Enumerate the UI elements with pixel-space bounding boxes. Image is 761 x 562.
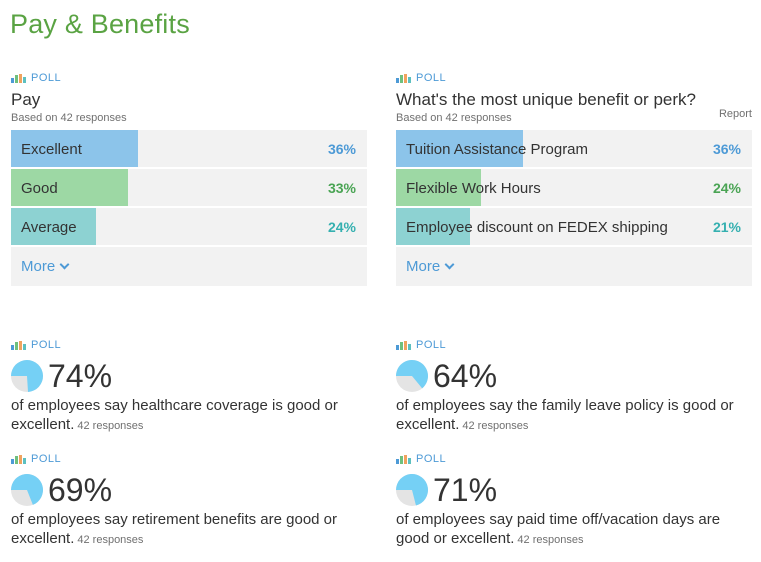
poll-option-excellent[interactable]: Excellent 36%	[11, 130, 367, 169]
poll-option-percent: 36%	[712, 141, 741, 157]
pie-slice	[11, 360, 43, 392]
stat-family-leave: POLL 64% of employees say the family lea…	[396, 339, 746, 436]
stat-percent: 64%	[433, 358, 498, 394]
pie-chart-icon	[11, 360, 43, 392]
poll-tag-label: POLL	[416, 453, 447, 465]
poll-tag: POLL	[11, 339, 361, 351]
stat-percent: 74%	[48, 358, 113, 394]
page-title: Pay & Benefits	[10, 9, 190, 39]
poll-tag: POLL	[396, 453, 746, 465]
poll-response-count: Based on 42 responses	[396, 112, 512, 124]
poll-option-good[interactable]: Good 33%	[11, 169, 367, 208]
poll-option-average[interactable]: Average 24%	[11, 208, 367, 247]
poll-option-label: Tuition Assistance Program	[406, 141, 589, 158]
poll-option-percent: 36%	[327, 141, 356, 157]
pie-chart-icon	[11, 474, 43, 506]
pie-slice	[396, 474, 428, 506]
poll-option-label: Average	[21, 219, 77, 236]
poll-options: Excellent 36% Good 33% Average 24% More	[11, 130, 367, 286]
pie-chart-icon	[396, 474, 428, 506]
poll-option-label: Good	[21, 180, 58, 197]
poll-option-percent: 24%	[327, 219, 356, 235]
poll-option-flexible-hours[interactable]: Flexible Work Hours 24%	[396, 169, 752, 208]
poll-option-bar	[11, 169, 128, 206]
poll-tag-label: POLL	[31, 339, 62, 351]
more-button[interactable]: More	[396, 247, 752, 286]
poll-option-bar	[396, 130, 523, 167]
stat-percent: 69%	[48, 472, 113, 508]
poll-tag-label: POLL	[416, 72, 447, 84]
pie-chart-icon	[396, 360, 428, 392]
poll-tag: POLL	[396, 72, 752, 84]
stat-percent: 71%	[433, 472, 498, 508]
pie-slice	[396, 360, 428, 389]
stat-response-count: 42 responses	[77, 420, 144, 432]
poll-options: Tuition Assistance Program 36% Flexible …	[396, 130, 752, 286]
chevron-down-icon	[59, 259, 70, 269]
bar-chart-icon	[396, 454, 412, 464]
poll-option-label: Employee discount on FEDEX shipping	[406, 219, 668, 236]
stat-description: of employees say paid time off/vacation …	[396, 511, 721, 547]
stat-description: of employees say the family leave policy…	[396, 397, 734, 433]
stat-description: of employees say healthcare coverage is …	[11, 397, 338, 433]
poll-tag-label: POLL	[31, 72, 62, 84]
bar-chart-icon	[396, 73, 412, 83]
poll-option-percent: 24%	[712, 180, 741, 196]
bar-chart-icon	[396, 340, 412, 350]
poll-tag-label: POLL	[31, 453, 62, 465]
stat-retirement: POLL 69% of employees say retirement ben…	[11, 453, 361, 550]
poll-option-percent: 33%	[327, 180, 356, 196]
poll-option-tuition[interactable]: Tuition Assistance Program 36%	[396, 130, 752, 169]
bar-chart-icon	[11, 340, 27, 350]
poll-option-bar	[11, 208, 96, 245]
more-button[interactable]: More	[11, 247, 367, 286]
poll-option-percent: 21%	[712, 219, 741, 235]
stat-paid-time-off: POLL 71% of employees say paid time off/…	[396, 453, 746, 550]
stat-healthcare: POLL 74% of employees say healthcare cov…	[11, 339, 361, 436]
poll-tag: POLL	[396, 339, 746, 351]
poll-pay: POLL Pay Based on 42 responses Excellent…	[11, 72, 367, 286]
poll-option-label: Excellent	[21, 141, 82, 158]
more-label: More	[406, 258, 441, 275]
poll-tag-label: POLL	[416, 339, 447, 351]
poll-option-fedex-discount[interactable]: Employee discount on FEDEX shipping 21%	[396, 208, 752, 247]
poll-option-bar	[11, 130, 138, 167]
bar-chart-icon	[11, 73, 27, 83]
bar-chart-icon	[11, 454, 27, 464]
poll-option-bar	[396, 169, 481, 206]
pie-slice	[11, 474, 43, 505]
report-link[interactable]: Report	[718, 108, 752, 120]
poll-response-count: Based on 42 responses	[11, 112, 127, 124]
stat-description: of employees say retirement benefits are…	[11, 511, 338, 547]
chevron-down-icon	[444, 259, 455, 269]
poll-option-bar	[396, 208, 470, 245]
stat-response-count: 42 responses	[77, 534, 144, 546]
more-label: More	[21, 258, 56, 275]
poll-tag: POLL	[11, 72, 367, 84]
poll-option-label: Flexible Work Hours	[406, 180, 541, 197]
poll-question: What's the most unique benefit or perk?	[396, 90, 696, 109]
poll-perk: POLL What's the most unique benefit or p…	[396, 72, 752, 286]
poll-tag: POLL	[11, 453, 361, 465]
stat-response-count: 42 responses	[462, 420, 529, 432]
poll-question: Pay	[11, 90, 41, 109]
stat-response-count: 42 responses	[517, 534, 584, 546]
